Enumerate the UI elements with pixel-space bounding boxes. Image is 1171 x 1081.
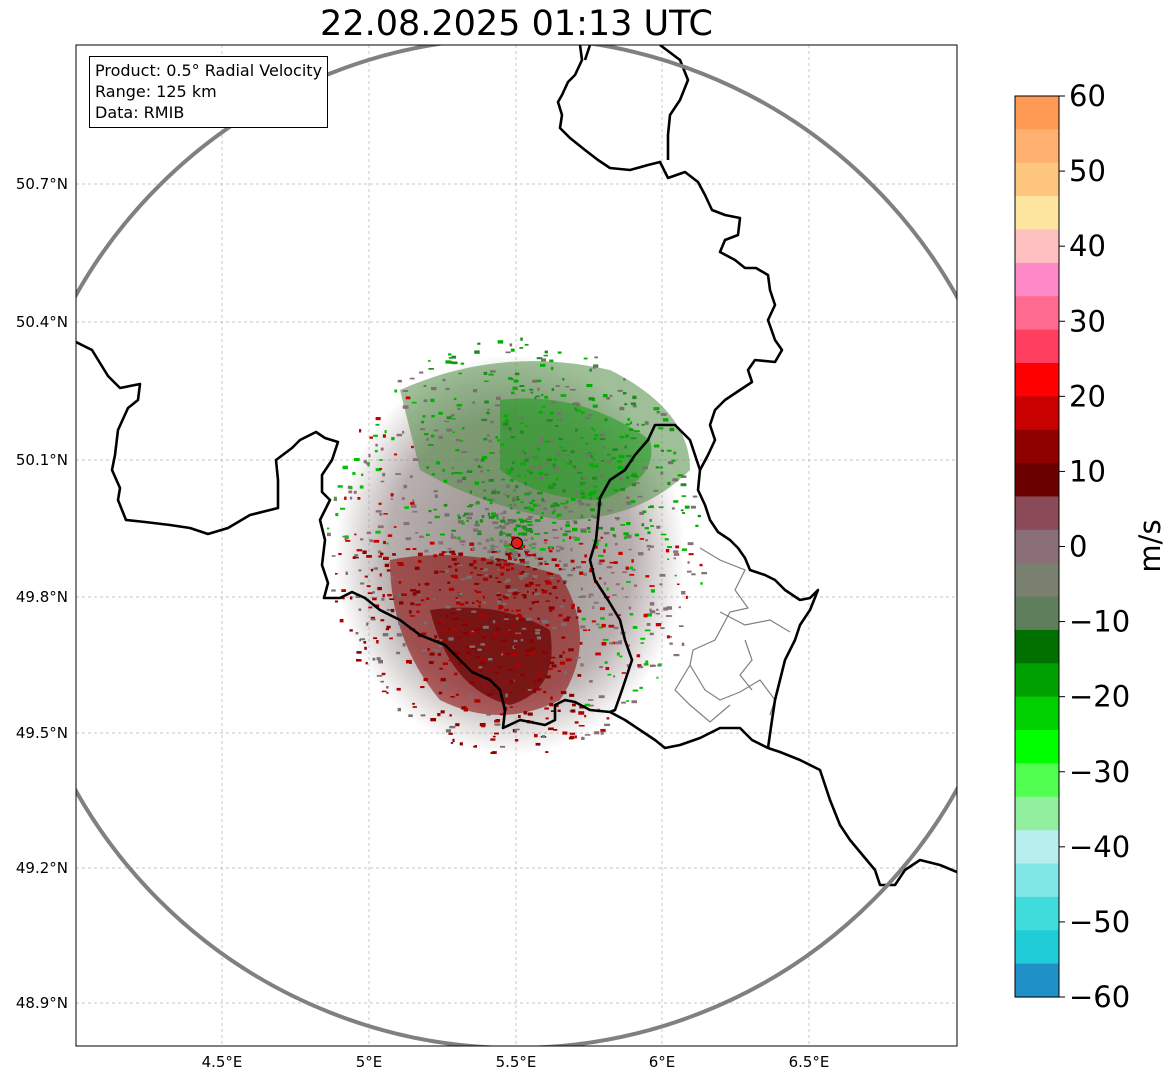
colorbar-swatch (1015, 196, 1059, 231)
radar-site-marker (511, 537, 523, 549)
colorbar-tick-label: −60 (1069, 980, 1130, 1014)
radar-echoes (326, 337, 707, 755)
info-product: Product: 0.5° Radial Velocity (95, 61, 323, 80)
colorbar-swatch (1015, 496, 1059, 531)
lon-tick-label: 6.5°E (789, 1053, 830, 1071)
colorbar-swatch (1015, 696, 1059, 731)
colorbar-tick-label: 30 (1069, 304, 1106, 338)
colorbar-swatch (1015, 129, 1059, 164)
colorbar-swatch (1015, 863, 1059, 898)
national-borders (76, 45, 957, 887)
info-box: Product: 0.5° Radial Velocity Range: 125… (89, 56, 329, 128)
lon-tick-label: 5.5°E (496, 1053, 537, 1071)
lat-tick-label: 50.7°N (16, 175, 68, 193)
colorbar-swatch (1015, 96, 1059, 130)
plot-border (75, 44, 958, 1047)
info-range: Range: 125 km (95, 82, 217, 101)
district-borders (674, 547, 791, 723)
lat-tick-label: 50.1°N (16, 451, 68, 469)
colorbar-tick-label: 50 (1069, 154, 1106, 188)
colorbar-swatch (1015, 229, 1059, 264)
colorbar-swatch (1015, 463, 1059, 498)
colorbar-tick-label: 40 (1069, 229, 1106, 263)
colorbar-tick-label: −40 (1069, 830, 1130, 864)
lat-tick-labels: 50.7°N 50.4°N 50.1°N 49.8°N 49.5°N 49.2°… (16, 175, 68, 1012)
colorbar-swatches (1015, 96, 1059, 998)
colorbar-swatch (1015, 896, 1059, 931)
colorbar-swatch (1015, 396, 1059, 431)
colorbar: 60 50 40 30 20 10 0 −10 −20 −30 −40 −50 −60 m/s (1014, 79, 1167, 1014)
lat-tick-label: 49.2°N (16, 859, 68, 877)
colorbar-tick-label: −20 (1069, 680, 1130, 714)
colorbar-tick-label: 60 (1069, 79, 1106, 113)
colorbar-tick-label: 20 (1069, 379, 1106, 413)
lat-tick-label: 49.5°N (16, 724, 68, 742)
lon-tick-label: 4.5°E (202, 1053, 243, 1071)
colorbar-ticks: 60 50 40 30 20 10 0 −10 −20 −30 −40 −50 −60 (1059, 79, 1130, 1014)
colorbar-swatch (1015, 429, 1059, 464)
colorbar-swatch (1015, 963, 1059, 998)
lon-tick-labels: 4.5°E 5°E 5.5°E 6°E 6.5°E (202, 1053, 830, 1071)
info-source: Data: RMIB (95, 103, 185, 122)
colorbar-swatch (1015, 730, 1059, 765)
lat-tick-label: 48.9°N (16, 994, 68, 1012)
colorbar-swatch (1015, 796, 1059, 831)
colorbar-swatch (1015, 262, 1059, 297)
colorbar-swatch (1015, 930, 1059, 965)
colorbar-tick-label: 10 (1069, 454, 1106, 488)
colorbar-tick-label: −10 (1069, 605, 1130, 639)
colorbar-swatch (1015, 329, 1059, 364)
lat-tick-label: 49.8°N (16, 588, 68, 606)
colorbar-swatch (1015, 629, 1059, 664)
colorbar-swatch (1015, 529, 1059, 564)
lon-tick-label: 5°E (356, 1053, 383, 1071)
colorbar-swatch (1015, 596, 1059, 631)
colorbar-swatch (1015, 563, 1059, 598)
colorbar-tick-label: 0 (1069, 530, 1087, 564)
colorbar-tick-label: −30 (1069, 755, 1130, 789)
colorbar-swatch (1015, 663, 1059, 698)
colorbar-swatch (1015, 830, 1059, 865)
map-title: 22.08.2025 01:13 UTC (320, 4, 713, 44)
colorbar-swatch (1015, 296, 1059, 331)
colorbar-label: m/s (1133, 519, 1167, 572)
colorbar-tick-label: −50 (1069, 905, 1130, 939)
colorbar-swatch (1015, 763, 1059, 798)
lon-tick-label: 6°E (649, 1053, 676, 1071)
colorbar-swatch (1015, 162, 1059, 197)
lat-tick-label: 50.4°N (16, 313, 68, 331)
colorbar-swatch (1015, 362, 1059, 397)
